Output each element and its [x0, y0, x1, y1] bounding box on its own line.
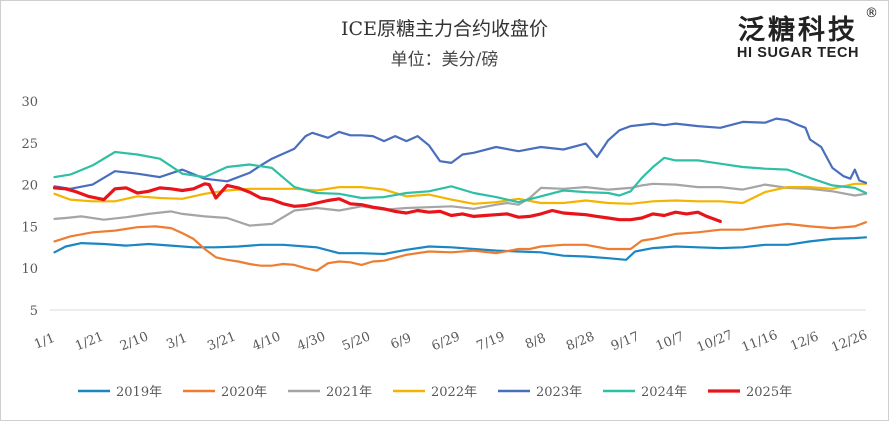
y-tick-label: 20 [21, 179, 38, 194]
x-axis: 1/1 1/21 2/10 3/1 3/21 4/10 4/30 5/20 6/9 6/29 7/1… [32, 309, 870, 356]
x-tick-label: 5/20 [340, 329, 373, 354]
y-tick-label: 10 [21, 262, 38, 277]
x-tick-label: 4/30 [295, 329, 328, 354]
x-tick-label: 12/6 [788, 329, 821, 354]
logo-name-cn: 泛糖科技 [738, 15, 858, 46]
series-line-4 [53, 182, 868, 205]
y-tick-label: 25 [21, 137, 38, 152]
x-tick-label: 2/10 [118, 329, 151, 354]
x-tick-label: 8/8 [523, 331, 548, 353]
legend-label: 2021年 [326, 385, 372, 400]
chart-title: ICE原糖主力合约收盘价 [341, 18, 548, 40]
x-tick-label: 3/21 [205, 329, 238, 354]
x-tick-label: 7/19 [474, 329, 507, 354]
x-tick-label: 6/9 [389, 331, 414, 353]
series-line-2 [53, 221, 868, 272]
legend-label: 2022年 [431, 385, 477, 400]
series-line-6 [53, 150, 868, 204]
y-tick-label: 5 [30, 304, 38, 319]
x-tick-label: 3/1 [164, 331, 189, 353]
series-line-3 [53, 182, 868, 227]
registered-mark: ® [865, 6, 878, 21]
x-tick-label: 10/7 [654, 329, 687, 354]
y-axis: 5 10 15 20 25 30 [21, 95, 38, 319]
legend-label: 2020年 [221, 385, 267, 400]
x-tick-label: 11/16 [740, 328, 780, 356]
x-tick-label: 6/29 [430, 329, 463, 354]
legend-label: 2025年 [746, 385, 792, 400]
x-tick-label: 10/27 [695, 328, 735, 356]
x-tick-label: 1/21 [73, 329, 106, 354]
x-tick-label: 1/1 [32, 331, 57, 353]
x-tick-label: 12/26 [829, 328, 869, 356]
series-layer [52, 117, 868, 272]
x-tick-label: 9/17 [609, 329, 642, 354]
x-tick-label: 8/28 [564, 329, 597, 354]
brand-logo: 泛糖科技 HI SUGAR TECH ® [718, 6, 878, 61]
series-line-5 [53, 117, 868, 190]
series-line-7 [52, 182, 722, 223]
chart-subtitle: 单位：美分/磅 [390, 50, 499, 70]
legend: 2019年 2020年 2021年 2022年 2023年 2024年 2025年 [78, 385, 792, 400]
series-line-1 [53, 236, 868, 261]
y-tick-label: 15 [21, 220, 38, 235]
x-tick-label: 4/10 [250, 329, 283, 354]
legend-label: 2019年 [116, 385, 162, 400]
legend-label: 2023年 [536, 385, 582, 400]
logo-name-en: HI SUGAR TECH [736, 45, 860, 61]
legend-label: 2024年 [641, 385, 687, 400]
y-tick-label: 30 [21, 95, 38, 110]
